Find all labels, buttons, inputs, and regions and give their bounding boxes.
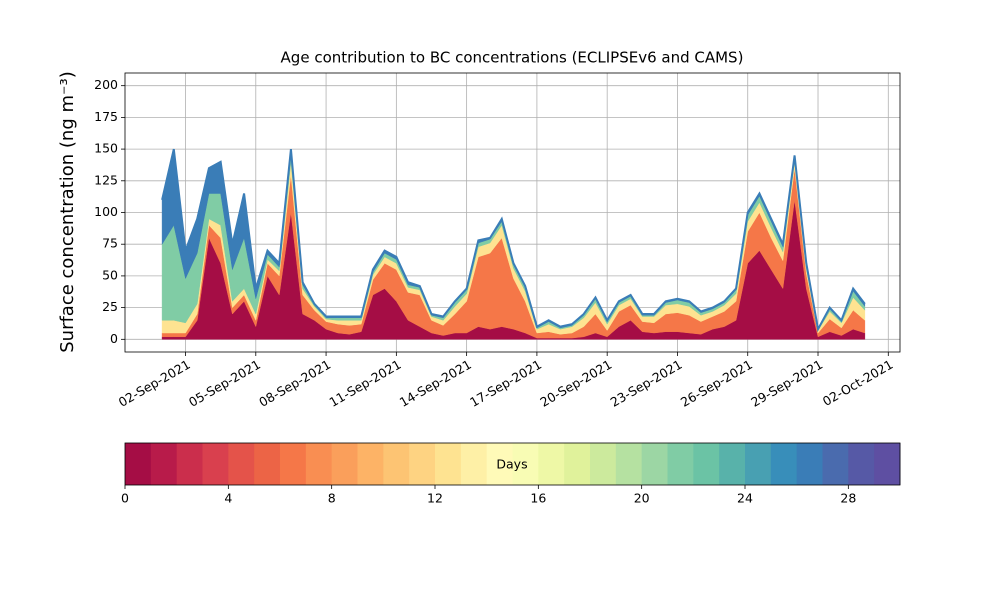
y-tick-label: 150: [94, 141, 118, 156]
colorbar-bin: [280, 443, 307, 485]
x-tick-label: 02-Oct-2021: [820, 357, 896, 409]
colorbar-bin: [409, 443, 436, 485]
colorbar-bin: [125, 443, 152, 485]
colorbar-bin: [512, 443, 539, 485]
colorbar-tick-label: 16: [530, 491, 546, 506]
x-tick-label: 05-Sep-2021: [186, 357, 263, 410]
colorbar-bin: [460, 443, 488, 485]
y-tick-label: 50: [102, 267, 118, 282]
colorbar-bin: [305, 443, 333, 485]
colorbar-tick-label: 28: [840, 491, 856, 506]
y-tick-label: 0: [110, 331, 118, 346]
y-tick-label: 25: [102, 299, 118, 314]
x-tick-label: 17-Sep-2021: [467, 357, 544, 410]
colorbar-bin: [796, 443, 823, 485]
colorbar-tick-label: 20: [634, 491, 650, 506]
y-axis-label: Surface concentration (ng m⁻³): [57, 71, 78, 353]
colorbar-tick-label: 8: [328, 491, 336, 506]
x-tick-label: 11-Sep-2021: [327, 357, 404, 410]
y-tick-label: 125: [94, 172, 118, 187]
colorbar-bin: [874, 443, 901, 485]
area-outline: [161, 148, 866, 333]
colorbar-bin: [254, 443, 281, 485]
colorbar-tick-label: 24: [737, 491, 753, 506]
x-tick-label: 29-Sep-2021: [748, 357, 825, 410]
colorbar-bin: [435, 443, 462, 485]
colorbar-bin: [848, 443, 875, 485]
x-tick-label: 08-Sep-2021: [256, 357, 333, 410]
colorbar-tick-label: 4: [224, 491, 232, 506]
colorbar-bin: [331, 443, 358, 485]
y-tick-label: 200: [94, 77, 118, 92]
colorbar-bin: [357, 443, 384, 485]
colorbar-bin: [228, 443, 255, 485]
y-tick-label: 100: [94, 204, 118, 219]
colorbar-bin: [745, 443, 772, 485]
colorbar-bin: [150, 443, 178, 485]
x-tick-label: 26-Sep-2021: [678, 357, 755, 410]
x-tick-label: 23-Sep-2021: [608, 357, 685, 410]
y-tick-label: 175: [94, 109, 118, 124]
colorbar-bin: [667, 443, 694, 485]
colorbar-bin: [564, 443, 591, 485]
colorbar-tick-label: 12: [427, 491, 443, 506]
colorbar-bin: [641, 443, 668, 485]
colorbar-bin: [590, 443, 617, 485]
colorbar-bin: [202, 443, 229, 485]
colorbar-bin: [822, 443, 849, 485]
chart-title: Age contribution to BC concentrations (E…: [281, 49, 744, 67]
colorbar-bin: [383, 443, 410, 485]
colorbar-bin: [770, 443, 798, 485]
colorbar-frame: [124, 442, 901, 486]
colorbar-bin: [486, 443, 513, 485]
x-tick-label: 14-Sep-2021: [397, 357, 474, 410]
x-tick-label: 02-Sep-2021: [116, 357, 193, 410]
colorbar-label: Days: [496, 457, 527, 472]
colorbar-tick-label: 0: [121, 491, 129, 506]
colorbar-bin: [719, 443, 746, 485]
colorbar-bin: [176, 443, 203, 485]
colorbar-bin: [615, 443, 643, 485]
y-tick-label: 75: [102, 236, 118, 251]
plot-frame: [124, 72, 901, 353]
x-tick-label: 20-Sep-2021: [537, 357, 614, 410]
colorbar-bin: [693, 443, 720, 485]
colorbar-bin: [538, 443, 565, 485]
